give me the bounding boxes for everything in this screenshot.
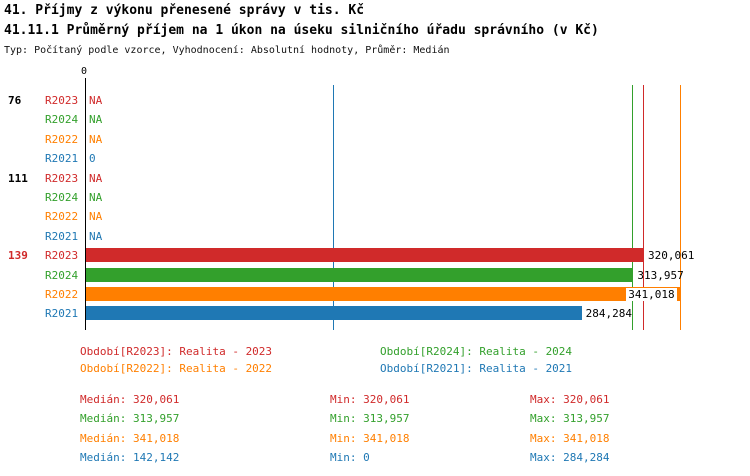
bar-chart: 0 76 R2023 NA R2024 NA R2022 NA R2021 0 111 R2023 NA…	[0, 66, 695, 330]
series-label-r2021: R2021	[45, 152, 79, 166]
row-value-r2023: NA	[89, 94, 103, 107]
series-label-r2023: R2023	[45, 249, 79, 263]
stat-min-r2024: Min: 313,957	[330, 412, 410, 426]
stat-median-r2021: Medián: 142,142	[80, 451, 180, 465]
series-label-r2022: R2022	[45, 288, 79, 301]
bar-value-label: 284,284	[585, 307, 632, 321]
series-label-r2021: R2021	[45, 229, 79, 243]
stat-min-r2022: Min: 341,018	[330, 431, 410, 445]
median-line-r2022	[679, 85, 681, 330]
bar-r2023	[86, 248, 645, 263]
row-value-r2021: 0	[89, 152, 96, 166]
bar-r2024	[86, 267, 634, 282]
page-title: 41. Příjmy z výkonu přenesené správy v t…	[4, 3, 365, 18]
series-label-r2022: R2022	[45, 210, 79, 224]
series-label-r2021: R2021	[45, 307, 79, 321]
stat-max-r2021: Max: 284,284	[530, 451, 610, 465]
bar-value-label: 341,018	[0, 288, 677, 301]
stat-max-r2023: Max: 320,061	[530, 393, 610, 406]
stat-min-r2021: Min: 0	[330, 451, 370, 465]
group-label-139: 139	[8, 249, 28, 263]
series-label-r2024: R2024	[45, 191, 79, 204]
bar-value-text: 341,018	[626, 288, 677, 301]
stat-max-r2022: Max: 341,018	[530, 431, 610, 445]
group-label-111: 111	[8, 171, 28, 185]
legend-item-r2024: Období[R2024]: Realita - 2024	[380, 345, 573, 358]
stat-median-r2023: Medián: 320,061	[80, 393, 180, 406]
legend-item-r2022: Období[R2022]: Realita - 2022	[80, 362, 273, 375]
bar-r2021	[86, 306, 582, 321]
series-label-r2023: R2023	[45, 171, 79, 185]
chart-settings-line: Typ: Počítaný podle vzorce, Vyhodnocení:…	[4, 45, 450, 56]
median-line-r2024	[632, 85, 634, 330]
y-axis-line	[85, 78, 86, 330]
median-line-r2021	[332, 85, 334, 330]
median-line-r2023	[643, 85, 645, 330]
row-value-r2021: NA	[89, 229, 103, 243]
group-label-76: 76	[8, 94, 22, 107]
stat-max-r2024: Max: 313,957	[530, 412, 610, 426]
series-label-r2022: R2022	[45, 132, 79, 146]
series-label-r2023: R2023	[45, 94, 79, 107]
x-axis-zero-label: 0	[81, 66, 88, 77]
stat-min-r2023: Min: 320,061	[330, 393, 410, 406]
row-value-r2024: NA	[89, 191, 103, 204]
row-value-r2022: NA	[89, 210, 103, 224]
row-value-r2022: NA	[89, 132, 103, 146]
legend-item-r2023: Období[R2023]: Realita - 2023	[80, 345, 273, 358]
series-label-r2024: R2024	[45, 113, 79, 127]
bar-value-label: 313,957	[637, 268, 684, 282]
series-label-r2024: R2024	[45, 268, 79, 282]
row-value-r2024: NA	[89, 113, 103, 127]
stat-median-r2024: Medián: 313,957	[80, 412, 180, 426]
page-subtitle: 41.11.1 Průměrný příjem na 1 úkon na úse…	[4, 23, 599, 38]
bar-r2022	[86, 287, 681, 301]
row-value-r2023: NA	[89, 171, 103, 185]
bar-value-label: 320,061	[648, 249, 695, 263]
legend-item-r2021: Období[R2021]: Realita - 2021	[380, 362, 573, 375]
stat-median-r2022: Medián: 341,018	[80, 431, 180, 445]
